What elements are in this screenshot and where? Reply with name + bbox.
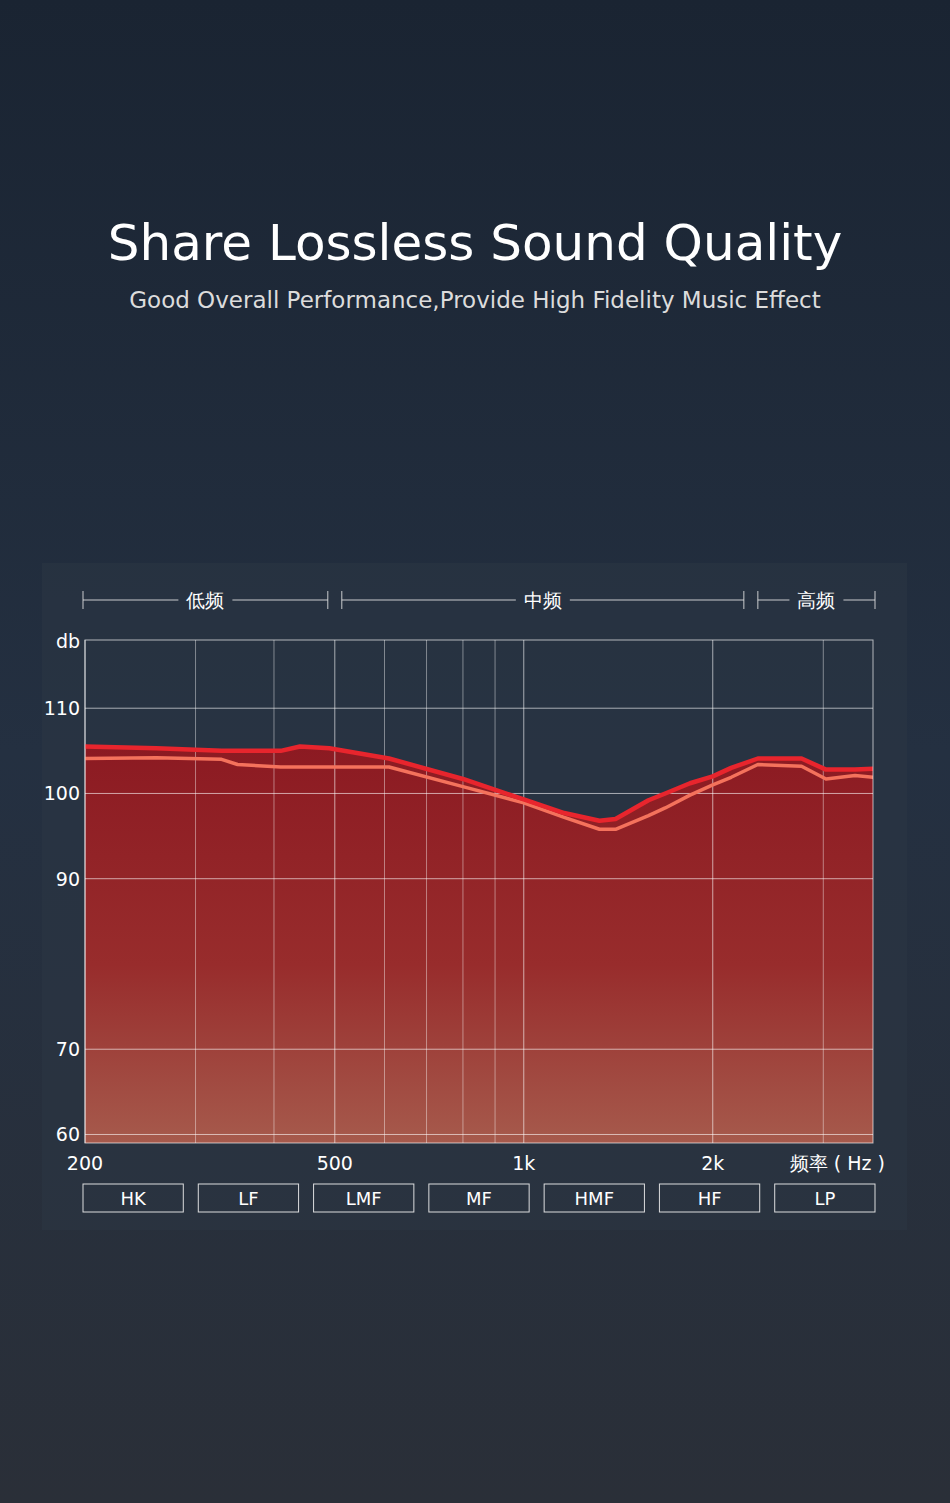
chart-panel bbox=[42, 563, 907, 1230]
band-bracket bbox=[342, 600, 516, 601]
y-grid-line bbox=[85, 793, 873, 794]
band-bracket-end bbox=[327, 591, 328, 609]
band-box-label: LF bbox=[238, 1188, 258, 1209]
band-bracket bbox=[232, 600, 327, 601]
band-box bbox=[659, 1184, 759, 1212]
band-box-label: MF bbox=[466, 1188, 492, 1209]
band-box-label: LP bbox=[814, 1188, 835, 1209]
minor-grid-line bbox=[823, 640, 824, 1143]
x-tick-label: 500 bbox=[317, 1152, 353, 1174]
y-tick-label: 60 bbox=[56, 1123, 80, 1145]
x-tick-label: 1k bbox=[512, 1152, 535, 1174]
band-box-label: HF bbox=[698, 1188, 722, 1209]
band-header: 中频 bbox=[524, 589, 562, 611]
minor-grid-line bbox=[426, 640, 427, 1143]
y-tick-label: 70 bbox=[56, 1038, 80, 1060]
band-header: 高频 bbox=[797, 589, 835, 611]
minor-grid-line bbox=[195, 640, 196, 1143]
band-bracket-end bbox=[757, 591, 758, 609]
band-box bbox=[429, 1184, 529, 1212]
y-tick-label: 110 bbox=[44, 697, 80, 719]
plot-frame bbox=[85, 640, 873, 1143]
minor-grid-line bbox=[462, 640, 463, 1143]
grid bbox=[85, 640, 873, 1143]
band-header: 低频 bbox=[186, 589, 224, 611]
minor-grid-line bbox=[495, 640, 496, 1143]
band-box bbox=[83, 1184, 183, 1212]
y-tick-label: 90 bbox=[56, 868, 80, 890]
band-bracket-end bbox=[743, 591, 744, 609]
band-bracket-end bbox=[875, 591, 876, 609]
data bbox=[85, 747, 873, 1143]
x-grid-line bbox=[334, 640, 335, 1143]
line bbox=[85, 747, 873, 821]
x-axis-label: 频率 ( Hz ) bbox=[790, 1152, 885, 1174]
band-box bbox=[544, 1184, 644, 1212]
title: Share Lossless Sound Quality bbox=[108, 214, 843, 272]
x-grid-line bbox=[712, 640, 713, 1143]
background bbox=[0, 0, 950, 1503]
band-bracket-end bbox=[341, 591, 342, 609]
y-grid-line bbox=[85, 1134, 873, 1135]
band-bracket bbox=[843, 600, 875, 601]
band-bracket bbox=[570, 600, 744, 601]
y-grid-line bbox=[85, 878, 873, 879]
band-box bbox=[198, 1184, 298, 1212]
y-tick-label: 100 bbox=[44, 782, 80, 804]
x-grid-line bbox=[523, 640, 524, 1143]
band-box-label: HK bbox=[120, 1188, 147, 1209]
y-grid-line bbox=[85, 1049, 873, 1050]
area bbox=[85, 747, 873, 1143]
lines bbox=[85, 747, 873, 830]
x-tick-label: 200 bbox=[67, 1152, 103, 1174]
minor-grid-line bbox=[273, 640, 274, 1143]
band-box-label: LMF bbox=[346, 1188, 382, 1209]
band-box bbox=[775, 1184, 875, 1212]
page: Share Lossless Sound Quality Good Overall… bbox=[0, 0, 950, 1503]
subtitle: Good Overall Performance,Provide High Fi… bbox=[129, 287, 821, 313]
minor-grid-line bbox=[384, 640, 385, 1143]
band-bracket bbox=[83, 600, 178, 601]
y-grid-line bbox=[85, 708, 873, 709]
line bbox=[85, 758, 873, 830]
x-tick-label: 2k bbox=[701, 1152, 724, 1174]
band-bracket bbox=[758, 600, 790, 601]
band-box bbox=[314, 1184, 414, 1212]
band-bracket-end bbox=[83, 591, 84, 609]
band-box-label: HMF bbox=[575, 1188, 614, 1209]
y-axis-label: db bbox=[56, 630, 80, 652]
